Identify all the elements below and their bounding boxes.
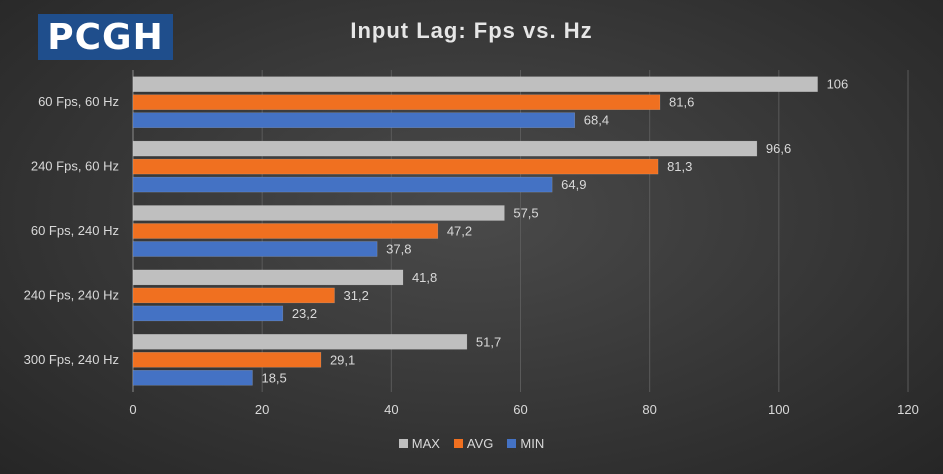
legend-label-max: MAX [411, 436, 440, 451]
x-tick-label: 100 [768, 402, 790, 417]
bar-min [132, 370, 253, 386]
category-label: 240 Fps, 60 Hz [31, 159, 119, 174]
bar-min [132, 305, 284, 322]
category-label: 300 Fps, 240 Hz [24, 352, 119, 367]
logo-text: PCGH [47, 16, 164, 58]
data-label: 106 [827, 77, 849, 92]
bar-avg [132, 352, 322, 368]
x-tick-label: 60 [513, 402, 527, 417]
data-label: 29,1 [330, 352, 355, 367]
data-label: 23,2 [292, 306, 317, 321]
data-label: 37,8 [386, 242, 411, 257]
data-label: 47,2 [447, 224, 472, 239]
x-tick-label: 120 [897, 402, 919, 417]
legend-swatch-avg [453, 439, 463, 448]
x-tick-label: 40 [384, 402, 398, 417]
bar-max [132, 140, 758, 157]
bar-max [132, 76, 818, 92]
category-label: 60 Fps, 60 Hz [38, 94, 119, 109]
data-label: 41,8 [412, 270, 437, 285]
bar-min [132, 176, 553, 193]
data-label: 81,6 [669, 95, 694, 110]
bar-max [132, 334, 468, 350]
legend-item-min: MIN [507, 436, 544, 451]
legend-item-max: MAX [398, 436, 440, 451]
chart-legend: MAX AVG MIN [0, 436, 943, 451]
bar-min [132, 112, 575, 128]
bar-avg [132, 94, 661, 110]
legend-label-avg: AVG [466, 436, 494, 451]
data-label: 68,4 [584, 113, 609, 128]
bar-max [132, 269, 404, 286]
bar-avg [132, 223, 439, 239]
data-label: 18,5 [261, 370, 286, 385]
legend-swatch-max [398, 439, 408, 448]
data-label: 96,6 [766, 141, 791, 156]
category-label: 60 Fps, 240 Hz [31, 223, 119, 238]
x-tick-label: 80 [642, 402, 656, 417]
bar-avg [132, 158, 659, 175]
data-label: 81,3 [667, 159, 692, 174]
chart-title: Input Lag: Fps vs. Hz [350, 18, 593, 43]
bar-min [132, 241, 378, 257]
legend-item-avg: AVG [453, 436, 494, 451]
data-label: 31,2 [344, 288, 369, 303]
category-label: 240 Fps, 240 Hz [24, 287, 119, 302]
x-tick-label: 20 [255, 402, 269, 417]
data-label: 57,5 [513, 206, 538, 221]
bar-avg [132, 287, 335, 304]
data-label: 51,7 [476, 334, 501, 349]
x-tick-label: 0 [129, 402, 136, 417]
data-label: 64,9 [561, 177, 586, 192]
legend-swatch-min [507, 439, 517, 448]
legend-label-min: MIN [520, 436, 545, 451]
bar-max [132, 205, 505, 221]
pcgh-logo: PCGH [38, 14, 173, 60]
